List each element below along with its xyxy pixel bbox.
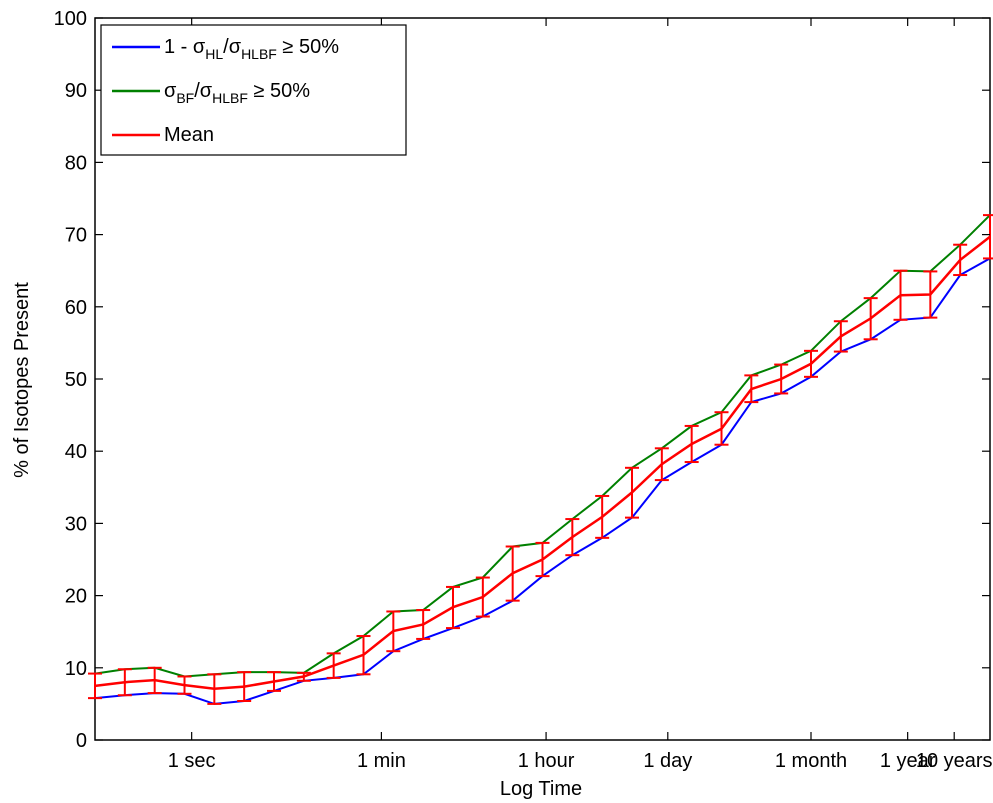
y-tick-label: 0 xyxy=(76,730,87,752)
x-tick-label: 10 years xyxy=(916,750,993,772)
x-tick-label: 1 min xyxy=(357,750,406,772)
x-tick-label: 1 sec xyxy=(168,750,216,772)
error-bar xyxy=(983,214,993,260)
error-bar xyxy=(625,466,639,519)
error-bar xyxy=(744,374,759,404)
y-tick-label: 50 xyxy=(65,369,87,391)
error-bar xyxy=(386,610,401,653)
y-tick-label: 90 xyxy=(65,80,87,102)
error-bar xyxy=(117,668,132,697)
y-tick-label: 10 xyxy=(65,658,87,680)
y-tick-label: 70 xyxy=(65,225,87,247)
y-tick-label: 20 xyxy=(65,586,87,608)
error-bar xyxy=(565,518,580,557)
error-bar xyxy=(863,297,878,341)
error-bar xyxy=(654,447,669,482)
error-bar xyxy=(595,494,610,539)
legend-label: σBF/σHLBF ≥ 50% xyxy=(164,80,310,106)
y-tick-label: 30 xyxy=(65,513,87,535)
error-bar xyxy=(893,269,908,321)
x-tick-label: 1 day xyxy=(643,750,692,772)
error-bar xyxy=(953,243,968,277)
y-tick-label: 40 xyxy=(65,441,87,463)
error-bar xyxy=(177,675,192,695)
error-bar xyxy=(296,671,311,682)
error-bar xyxy=(207,673,222,705)
error-bar xyxy=(833,320,848,353)
error-bar xyxy=(267,671,281,692)
legend-label: 1 - σHL/σHLBF ≥ 50% xyxy=(164,36,339,62)
y-tick-label: 80 xyxy=(65,152,87,174)
y-tick-label: 60 xyxy=(65,297,87,319)
x-axis-title: Log Time xyxy=(500,778,582,800)
error-bar xyxy=(684,424,699,464)
error-bar xyxy=(446,585,460,630)
error-bar xyxy=(923,270,938,319)
error-bar xyxy=(475,576,490,618)
x-tick-label: 1 year xyxy=(880,750,936,772)
error-bar xyxy=(416,609,431,640)
error-bar xyxy=(326,652,341,679)
legend-label: Mean xyxy=(164,124,214,146)
x-tick-label: 1 month xyxy=(775,750,847,772)
legend: 1 - σHL/σHLBF ≥ 50% σBF/σHLBF ≥ 50% Mean xyxy=(100,24,407,156)
errorbar-layer xyxy=(88,214,993,705)
error-bar xyxy=(147,666,162,695)
error-bar xyxy=(356,635,371,676)
x-tick-label: 1 hour xyxy=(518,750,575,772)
y-tick-label: 100 xyxy=(54,8,87,30)
error-bar xyxy=(88,672,102,700)
error-bar xyxy=(774,363,789,395)
error-bar xyxy=(505,545,520,602)
error-bar xyxy=(714,411,729,446)
error-bar xyxy=(535,541,550,578)
error-bar xyxy=(804,349,818,378)
error-bar xyxy=(237,671,252,703)
y-axis-title: % of Isotopes Present xyxy=(11,282,33,478)
y-axis: 0 10 20 30 40 50 60 70 80 90 100 xyxy=(54,8,990,752)
